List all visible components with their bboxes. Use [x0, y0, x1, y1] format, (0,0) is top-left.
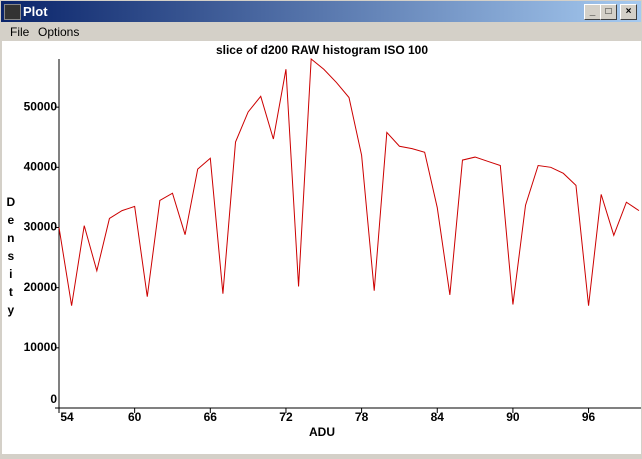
y-tick-label: 50000 — [24, 99, 58, 113]
y-tick-label: 10000 — [24, 340, 58, 354]
y-tick-label: 0 — [50, 392, 57, 406]
y-axis-label: Density — [4, 195, 18, 321]
x-tick-label: 54 — [60, 410, 74, 424]
window-title: Plot — [23, 4, 48, 19]
x-tick-label: 84 — [431, 410, 445, 424]
x-tick-label: 90 — [506, 410, 520, 424]
x-tick-label: 78 — [355, 410, 369, 424]
chart-title: slice of d200 RAW histogram ISO 100 — [216, 43, 428, 57]
x-tick-label: 96 — [582, 410, 596, 424]
y-tick-label: 30000 — [24, 220, 58, 234]
menu-item[interactable]: File — [10, 25, 30, 39]
close-button[interactable]: × — [620, 4, 637, 20]
x-tick-label: 66 — [204, 410, 218, 424]
y-tick-label: 40000 — [24, 159, 58, 173]
minimize-button[interactable]: _ — [584, 4, 601, 20]
data-line — [58, 57, 640, 306]
title-bar: Plot _ □ × — [1, 1, 641, 22]
menu-bar: File Options — [1, 22, 641, 41]
x-axis-label: ADU — [309, 425, 335, 439]
maximize-button[interactable]: □ — [600, 4, 617, 20]
y-tick-label: 20000 — [24, 280, 58, 294]
x-tick-label: 60 — [128, 410, 142, 424]
menu-item[interactable]: Options — [38, 25, 80, 39]
x-tick-label: 72 — [279, 410, 293, 424]
window-icon — [4, 4, 21, 20]
chart: slice of d200 RAW histogram ISO 100 ADU … — [2, 41, 641, 454]
